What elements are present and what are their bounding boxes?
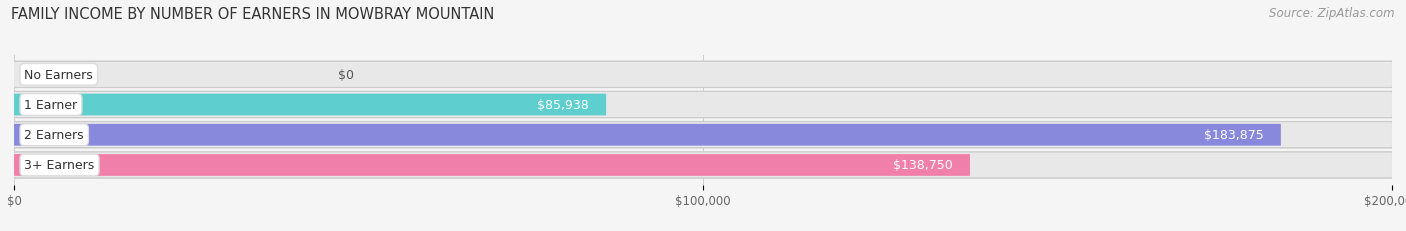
FancyBboxPatch shape [14, 154, 970, 176]
FancyBboxPatch shape [14, 153, 1392, 177]
Text: 3+ Earners: 3+ Earners [24, 159, 94, 172]
FancyBboxPatch shape [14, 123, 1392, 147]
Text: $183,875: $183,875 [1204, 129, 1264, 142]
FancyBboxPatch shape [14, 92, 1392, 118]
FancyBboxPatch shape [14, 122, 1392, 148]
Text: $138,750: $138,750 [893, 159, 953, 172]
FancyBboxPatch shape [14, 63, 1392, 87]
FancyBboxPatch shape [14, 152, 1392, 178]
Text: FAMILY INCOME BY NUMBER OF EARNERS IN MOWBRAY MOUNTAIN: FAMILY INCOME BY NUMBER OF EARNERS IN MO… [11, 7, 495, 22]
Text: No Earners: No Earners [24, 69, 93, 82]
FancyBboxPatch shape [14, 62, 1392, 88]
FancyBboxPatch shape [14, 93, 1392, 117]
FancyBboxPatch shape [14, 94, 606, 116]
Text: Source: ZipAtlas.com: Source: ZipAtlas.com [1270, 7, 1395, 20]
FancyBboxPatch shape [14, 124, 1281, 146]
Text: 1 Earner: 1 Earner [24, 99, 77, 112]
Text: $0: $0 [337, 69, 354, 82]
Text: $85,938: $85,938 [537, 99, 589, 112]
Text: 2 Earners: 2 Earners [24, 129, 84, 142]
